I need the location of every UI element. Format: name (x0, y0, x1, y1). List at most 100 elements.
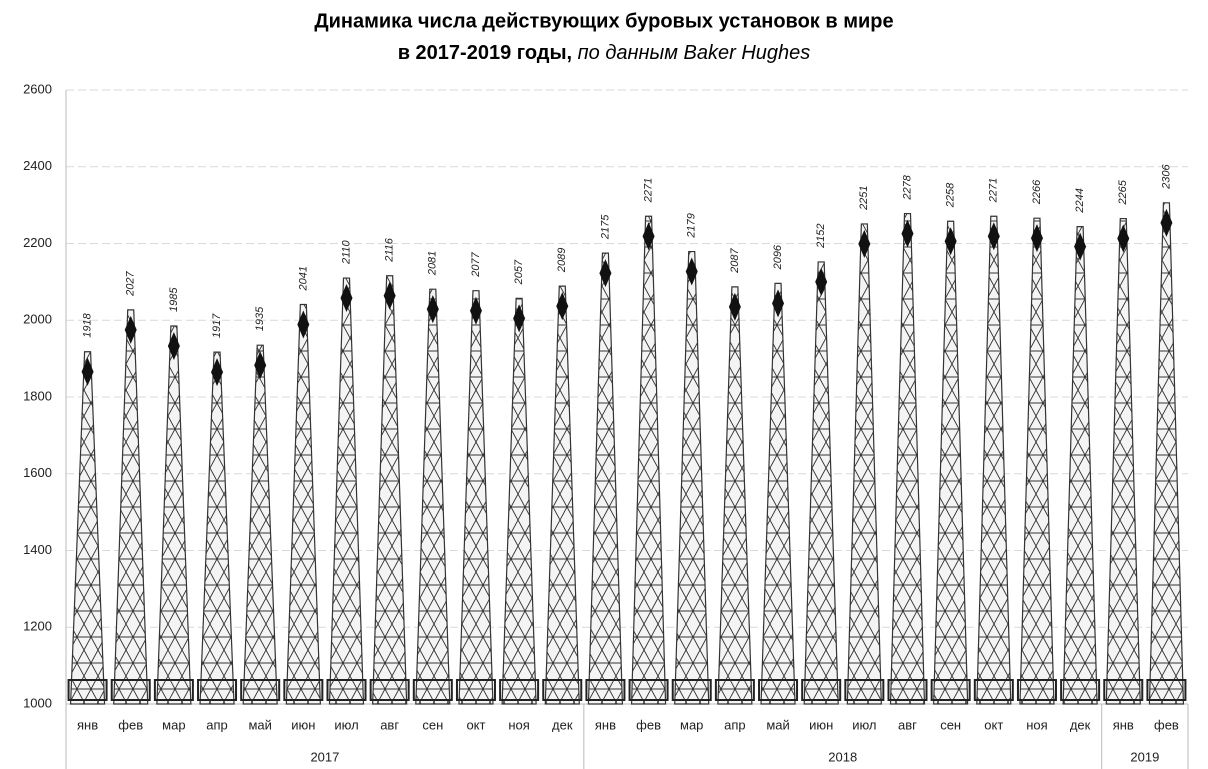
rig-tower (285, 303, 321, 705)
x-tick-label: май (766, 717, 789, 732)
value-label: 1935 (254, 306, 266, 331)
rig-base (628, 679, 669, 701)
value-label: 1918 (81, 312, 93, 337)
rig-crown (728, 292, 741, 321)
y-tick-label: 1600 (23, 465, 52, 480)
rig-base (887, 679, 928, 701)
y-tick-label: 2400 (23, 158, 52, 173)
rig-crown (1160, 208, 1173, 237)
x-tick-label: дек (552, 717, 573, 732)
rig-tower (717, 286, 753, 705)
rig (585, 252, 626, 705)
rig-tower (372, 275, 408, 705)
rig-crown (1117, 224, 1130, 253)
rig-tower (889, 212, 926, 705)
rig-tower (760, 282, 796, 705)
rig-base (801, 679, 842, 701)
rig-crown (426, 295, 439, 324)
rig-tower (846, 223, 882, 705)
y-tick-label: 2600 (23, 81, 52, 96)
x-tick-label: июн (291, 717, 315, 732)
x-tick-label: дек (1070, 717, 1091, 732)
rig (369, 275, 410, 705)
rig-tower (630, 215, 667, 705)
y-tick-label: 1200 (23, 619, 52, 634)
rig-crown (556, 292, 569, 321)
x-tick-label: ноя (1026, 717, 1047, 732)
x-tick-label: сен (940, 717, 961, 732)
value-label: 2251 (858, 185, 870, 210)
x-tick-label: окт (984, 717, 1003, 732)
value-label: 2087 (729, 248, 741, 274)
rig-crown (599, 259, 612, 288)
rig-crown (987, 222, 1000, 251)
value-label: 2057 (513, 259, 525, 285)
y-tick-label: 1400 (23, 542, 52, 557)
value-label: 1985 (168, 287, 180, 312)
rig-base (110, 679, 151, 701)
rig (197, 351, 238, 705)
x-tick-label: авг (898, 717, 917, 732)
rig-crown (642, 222, 655, 251)
rig (283, 303, 324, 705)
x-tick-label: янв (595, 717, 616, 732)
rig-base (1016, 679, 1057, 701)
y-tick-label: 1800 (23, 388, 52, 403)
rig (628, 215, 669, 705)
rig (499, 297, 540, 705)
rig-tower (199, 351, 235, 705)
value-label: 2271 (642, 178, 654, 203)
rig (714, 286, 755, 705)
rig-crown (211, 358, 224, 387)
value-label: 1917 (211, 313, 223, 338)
x-tick-label: фев (118, 717, 143, 732)
x-tick-label: май (248, 717, 271, 732)
subtitle: в 2017-2019 годы, (398, 42, 572, 64)
rig-base (153, 679, 194, 701)
value-label: 2244 (1074, 188, 1086, 213)
value-label: 2266 (1031, 179, 1043, 205)
rig-base (714, 679, 755, 701)
rig (844, 223, 885, 705)
rig-crown (685, 257, 698, 286)
rig-base (326, 679, 367, 701)
value-label: 2077 (470, 251, 482, 277)
x-tick-label: мар (162, 717, 185, 732)
rig-crown (901, 219, 914, 248)
rig (1103, 217, 1144, 705)
rig (973, 215, 1014, 705)
value-label: 2179 (686, 213, 698, 238)
rig-tower (544, 285, 580, 705)
rig-base (197, 679, 238, 701)
x-tick-label: окт (466, 717, 485, 732)
rig-tower (1019, 217, 1055, 705)
rig-base (1146, 679, 1187, 701)
x-tick-label: сен (422, 717, 443, 732)
rig-base (1060, 679, 1101, 701)
rig-tower (415, 288, 451, 705)
rig-crown (124, 315, 137, 344)
rig-base (67, 679, 108, 701)
chart-title: Динамика числа действующих буровых устан… (314, 10, 893, 32)
x-tick-label: июл (852, 717, 876, 732)
x-tick-label: янв (77, 717, 98, 732)
rig-base (844, 679, 885, 701)
rig-crown (340, 284, 353, 313)
group-label: 2017 (310, 749, 339, 764)
value-label: 2041 (297, 266, 309, 291)
rig-base (412, 679, 453, 701)
y-tick-label: 2200 (23, 235, 52, 250)
rig-tower (69, 351, 106, 705)
rig-tower (1062, 226, 1098, 705)
x-tick-label: июн (809, 717, 833, 732)
rig-crown (383, 281, 396, 310)
rig-crown (858, 229, 871, 258)
rig (1016, 217, 1057, 705)
rig-tower (242, 344, 278, 705)
rig-tower (933, 220, 969, 705)
rig-crown (254, 351, 267, 380)
rig (758, 282, 799, 705)
rig-base (542, 679, 583, 701)
rig-base (369, 679, 410, 701)
